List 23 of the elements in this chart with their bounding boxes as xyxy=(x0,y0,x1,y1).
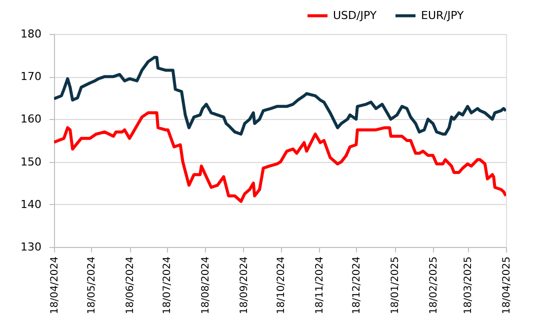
x-tick-label: 18/09/2024 xyxy=(238,256,250,314)
y-tick-label: 150 xyxy=(20,155,42,168)
x-tick-label: 18/06/2024 xyxy=(125,256,136,314)
line-series xyxy=(54,56,506,136)
y-tick-label: 160 xyxy=(20,112,42,126)
legend-label: USD/JPY xyxy=(333,8,377,22)
x-tick-label: 18/01/2025 xyxy=(390,256,402,314)
line-series xyxy=(54,111,506,203)
y-tick-label: 130 xyxy=(20,240,42,254)
x-tick-label: 18/04/2024 xyxy=(50,256,60,314)
x-tick-label: 18/07/2024 xyxy=(162,256,174,314)
y-tick-label: 140 xyxy=(20,198,42,211)
legend-label: EUR/JPY xyxy=(421,8,464,22)
y-tick-label: 170 xyxy=(20,70,42,84)
x-tick-label: 18/05/2024 xyxy=(86,256,98,314)
y-tick-label: 180 xyxy=(20,28,42,40)
x-tick-label: 18/12/2024 xyxy=(352,256,363,314)
x-tick-label: 18/11/2024 xyxy=(314,256,326,314)
x-tick-label: 18/02/2025 xyxy=(428,256,440,314)
x-tick-label: 18/03/2025 xyxy=(463,256,474,314)
x-tick-label: 18/04/2025 xyxy=(502,256,512,314)
x-tick-label: 18/10/2024 xyxy=(276,256,288,314)
x-tick-label: 18/08/2024 xyxy=(200,256,212,314)
